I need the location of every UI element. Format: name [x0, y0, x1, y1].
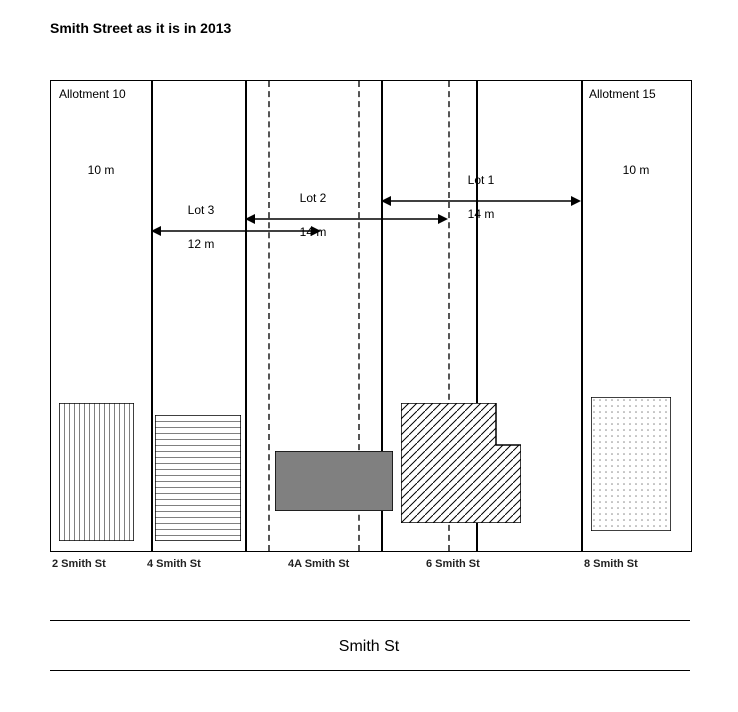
lot3-width: 12 m: [188, 237, 215, 251]
lot3-label: Lot 3: [188, 203, 215, 217]
lot-diagram: Allotment 10 10 m Allotment 15 10 m Lot …: [50, 80, 692, 552]
address-4a: 4A Smith St: [288, 558, 349, 570]
lot3-arrow: [151, 221, 321, 241]
allotment-10-label: Allotment 10: [59, 87, 126, 101]
street-line-bottom: [50, 670, 690, 671]
address-2: 2 Smith St: [52, 558, 106, 570]
allotment-15-width: 10 m: [623, 163, 650, 177]
allotment-15-label: Allotment 15: [589, 87, 656, 101]
address-6: 6 Smith St: [426, 558, 480, 570]
street-line-top: [50, 620, 690, 621]
lot1-label: Lot 1: [468, 173, 495, 187]
page-title: Smith Street as it is in 2013: [50, 20, 231, 36]
lot2-label: Lot 2: [300, 191, 327, 205]
building-6: [401, 403, 521, 523]
dash-line-1: [268, 81, 270, 551]
lot1-width: 14 m: [468, 207, 495, 221]
allotment-10-right-line: [151, 81, 153, 551]
address-8: 8 Smith St: [584, 558, 638, 570]
building-2: [59, 403, 134, 541]
address-4: 4 Smith St: [147, 558, 201, 570]
building-4a: [275, 451, 393, 511]
lot3-right-line: [245, 81, 247, 551]
allotment-10-width: 10 m: [88, 163, 115, 177]
allotment-15-left-line: [581, 81, 583, 551]
building-8: [591, 397, 671, 531]
street-label: Smith St: [0, 638, 738, 656]
building-4: [155, 415, 241, 541]
